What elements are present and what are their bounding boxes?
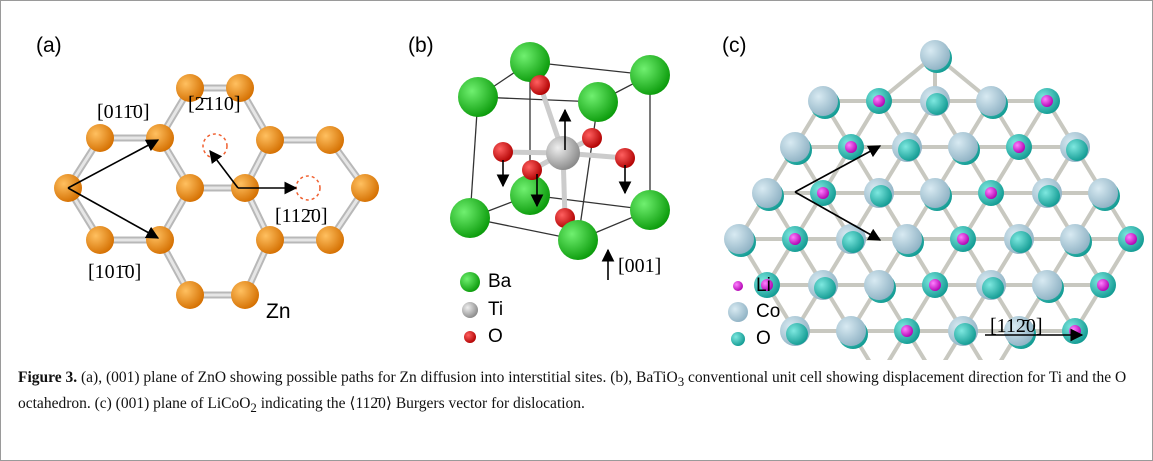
legend-swatch: [733, 281, 743, 291]
o-atom: [1038, 185, 1060, 207]
o-atom: [530, 75, 550, 95]
o-atom: [814, 277, 836, 299]
co-atom: [920, 40, 950, 70]
zn-atom: [316, 126, 344, 154]
o-atom: [1010, 231, 1032, 253]
caption-label: Figure 3.: [18, 369, 77, 386]
co-atom: [1032, 270, 1062, 300]
co-atom: [780, 132, 810, 162]
direction-label: [112̄0]: [275, 205, 328, 227]
co-atom: [1060, 224, 1090, 254]
li-atom: [873, 95, 885, 107]
li-atom: [789, 233, 801, 245]
ba-atom: [558, 220, 598, 260]
li-atom: [1041, 95, 1053, 107]
legend-label: O: [756, 328, 771, 349]
o-atom: [870, 185, 892, 207]
o-atom: [926, 93, 948, 115]
panel-label: (c): [722, 34, 747, 57]
zn-atom: [351, 174, 379, 202]
direction-label: [011̄0]: [97, 101, 150, 123]
li-atom: [1125, 233, 1137, 245]
o-atom: [982, 277, 1004, 299]
co-atom: [808, 86, 838, 116]
o-atom: [493, 142, 513, 162]
o-atom: [522, 160, 542, 180]
zn-atom: [256, 226, 284, 254]
legend-label: Ti: [488, 299, 503, 320]
bond: [578, 102, 598, 240]
figure: (a) [011̄0] [2̄110] [112̄0] [101̄0] Zn (…: [0, 0, 1153, 360]
interstitial-site: [296, 176, 320, 200]
ti-atom: [546, 136, 580, 170]
zn-atom: [176, 174, 204, 202]
zn-atom: [316, 226, 344, 254]
li-atom: [901, 325, 913, 337]
legend-label: Ba: [488, 271, 512, 292]
li-atom: [929, 279, 941, 291]
co-atom: [892, 224, 922, 254]
direction-label: [112̄0]: [990, 315, 1043, 337]
zn-atom: [86, 226, 114, 254]
ba-atom: [630, 190, 670, 230]
legend-swatch: [462, 302, 478, 318]
o-atom: [898, 139, 920, 161]
ba-atom: [510, 175, 550, 215]
ba-atom: [458, 77, 498, 117]
co-atom: [864, 270, 894, 300]
co-atom: [752, 178, 782, 208]
ba-atom: [578, 82, 618, 122]
o-atom: [582, 128, 602, 148]
ba-atom: [450, 198, 490, 238]
legend-swatch: [731, 332, 745, 346]
li-atom: [817, 187, 829, 199]
o-atom: [842, 231, 864, 253]
ba-atom: [630, 55, 670, 95]
o-atom: [1066, 139, 1088, 161]
co-atom: [976, 86, 1006, 116]
zn-atom: [146, 124, 174, 152]
panel-b: [450, 42, 670, 343]
direction-label: [2̄110]: [188, 93, 241, 115]
co-atom: [920, 178, 950, 208]
zn-atom: [146, 226, 174, 254]
li-atom: [957, 233, 969, 245]
legend-swatch: [460, 272, 480, 292]
co-atom: [948, 132, 978, 162]
o-atom: [786, 323, 808, 345]
interstitial-site: [203, 134, 227, 158]
panel-c: [724, 40, 1144, 360]
legend-swatch: [728, 302, 748, 322]
zn-atom: [231, 281, 259, 309]
caption-text: indicating the ⟨112̄0⟩ Burgers vector fo…: [257, 395, 585, 412]
caption-text: (a), (001) plane of ZnO showing possible…: [77, 369, 678, 386]
li-atom: [1097, 279, 1109, 291]
co-atom: [836, 316, 866, 346]
legend-label: O: [488, 326, 503, 347]
li-atom: [985, 187, 997, 199]
li-atom: [1013, 141, 1025, 153]
figure-caption: Figure 3. (a), (001) plane of ZnO showin…: [18, 367, 1128, 419]
panel-label: (a): [36, 34, 62, 57]
panel-label: (b): [408, 34, 434, 57]
o-atom: [954, 323, 976, 345]
legend-label: Co: [756, 301, 780, 322]
direction-label: [101̄0]: [88, 261, 141, 283]
co-atom: [1088, 178, 1118, 208]
arrow: [210, 151, 238, 188]
zn-atom: [176, 281, 204, 309]
legend-swatch: [464, 331, 476, 343]
zn-atom: [86, 124, 114, 152]
li-atom: [845, 141, 857, 153]
legend-label: Li: [756, 275, 771, 296]
co-atom: [724, 224, 754, 254]
atom-label: Zn: [266, 300, 291, 323]
direction-label: [001]: [618, 255, 661, 277]
zn-atom: [256, 126, 284, 154]
